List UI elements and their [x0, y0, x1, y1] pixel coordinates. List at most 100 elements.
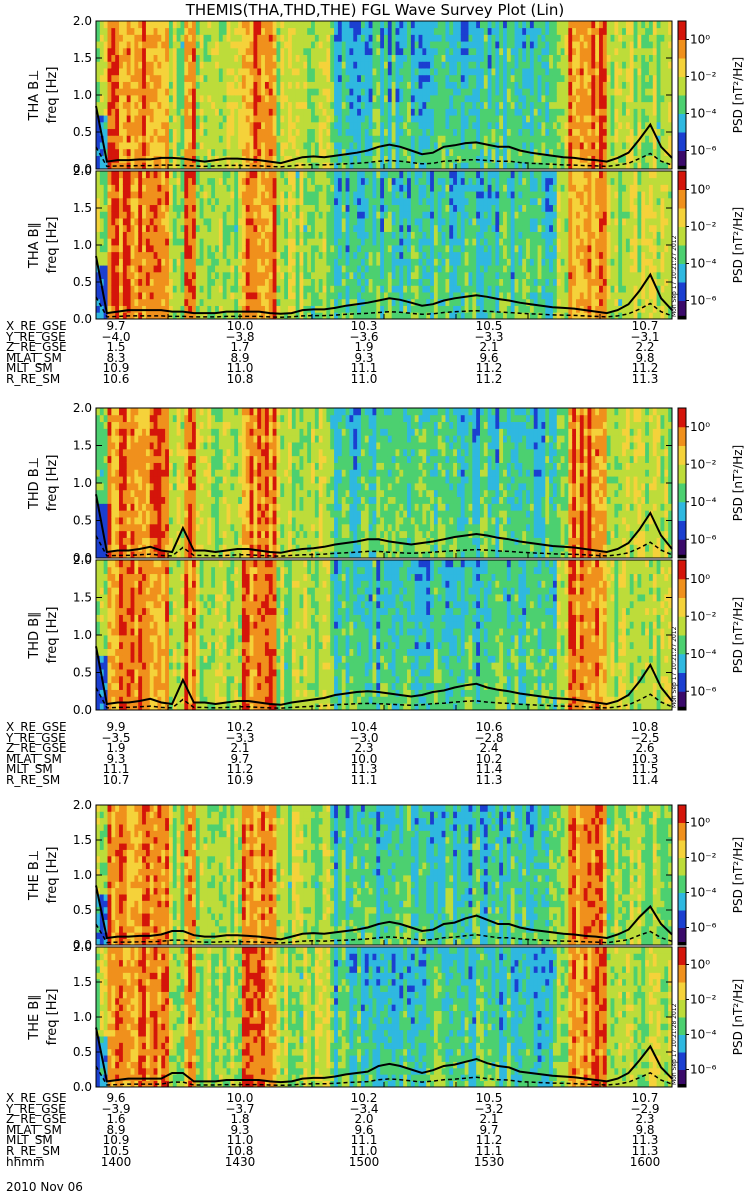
ephemeris-value: 2.2 [615, 341, 675, 353]
heatmap-cells [96, 947, 673, 1088]
ephemeris-name: Y_RE_GSE [6, 1103, 66, 1115]
ephemeris-value: 11.2 [210, 764, 270, 776]
ephemeris-value: −3.4 [334, 1103, 394, 1115]
ephemeris-name: R_RE_SM [6, 373, 60, 385]
ephemeris-value: 11.1 [86, 764, 146, 776]
colorbar-frame [677, 407, 687, 559]
ephemeris-row: Y_RE_GSE −4.0 −3.8 −3.6 −3.3 −3.1 [0, 331, 750, 343]
ephemeris-value: −3.8 [210, 331, 270, 343]
ephemeris-row: R_RE_SM 10.7 10.9 11.1 11.3 11.4 [0, 774, 750, 786]
ephemeris-value: 2.3 [615, 1113, 675, 1125]
ephemeris-value: 8.9 [86, 1124, 146, 1136]
colorbar-label: PSD [nT²/Hz] [731, 445, 745, 521]
ephemeris-name: R_RE_SM [6, 774, 60, 786]
spectrogram-thd-bperp: 0.0 0.5 1.0 1.5 2.0 THD B⊥ freq [Hz] 10⁰ 10⁻² 10⁻… [27, 401, 745, 565]
y-axis-label: THD B⊥ [27, 457, 42, 510]
ephemeris-value: 10.7 [86, 774, 146, 786]
ephemeris-value: 11.3 [615, 1145, 675, 1157]
colorbar [678, 805, 686, 946]
colorbar-tick-label: 10⁰ [690, 420, 710, 434]
colorbar-tick-label: 10⁻⁴ [690, 257, 717, 271]
ephemeris-name: hhmm [6, 1156, 45, 1168]
colorbar [678, 171, 686, 320]
plot-timestamp: Mon Sep 17 10:21:28 2012 [671, 1003, 678, 1085]
y-axis-label: THE B∥ [27, 994, 42, 1040]
colorbar-tick-label: 10⁻² [690, 457, 717, 471]
colorbar-label: PSD [nT²/Hz] [731, 207, 745, 283]
y-axis-label: freq [Hz] [45, 217, 60, 274]
ephemeris-value: 10.0 [334, 753, 394, 765]
colorbar-tick-label: 10⁻⁴ [690, 495, 717, 509]
colorbar-tick-label: 10⁻² [690, 220, 717, 234]
ephemeris-name: Y_RE_GSE [6, 331, 66, 343]
ephemeris-value: 10.9 [86, 363, 146, 375]
ephemeris-value: 2.1 [210, 742, 270, 754]
ephemeris-value: 9.7 [86, 320, 146, 332]
ephemeris-value: 11.0 [210, 363, 270, 375]
ephemeris-value: 11.2 [615, 363, 675, 375]
ephemeris-row: X_RE_GSE 9.6 10.0 10.2 10.5 10.7 [0, 1092, 750, 1104]
ephemeris-name: Z_RE_GSE [6, 742, 67, 754]
y-tick-label: 1.0 [73, 868, 92, 882]
ephemeris-name: MLT_SM [6, 363, 53, 375]
ephemeris-the: X_RE_GSE 9.6 10.0 10.2 10.5 10.7 Y_RE_GSE −3.9 −… [0, 1092, 750, 1168]
ephemeris-value: −3.9 [86, 1103, 146, 1115]
y-axis-label: freq [Hz] [45, 67, 60, 124]
ephemeris-value: 10.2 [459, 753, 519, 765]
ephemeris-row: R_RE_SM 10.6 10.8 11.0 11.2 11.3 [0, 373, 750, 385]
heatmap-cells [96, 805, 673, 946]
y-axis-label: THA B⊥ [27, 70, 42, 122]
ephemeris-value: 11.1 [334, 774, 394, 786]
heatmap-cells [96, 21, 673, 170]
ephemeris-value: 11.1 [334, 1135, 394, 1147]
ephemeris-row: X_RE_GSE 9.9 10.2 10.4 10.6 10.8 [0, 721, 750, 733]
y-tick-label: 2.0 [73, 401, 92, 415]
ephemeris-value: 9.7 [210, 753, 270, 765]
ephemeris-value: −3.0 [334, 732, 394, 744]
ephemeris-value: 11.0 [334, 373, 394, 385]
spectrogram-the-bperp: 0.0 0.5 1.0 1.5 2.0 THE B⊥ freq [Hz] 10⁰ 10⁻² 10⁻… [27, 798, 745, 952]
mean-power-line [95, 923, 673, 944]
y-tick-label: 0.5 [73, 275, 92, 289]
ephemeris-row: MLT_SM 10.9 11.0 11.1 11.2 11.3 [0, 1135, 750, 1147]
y-axis-label: THE B⊥ [27, 850, 42, 901]
colorbar-tick-label: 10⁻⁶ [690, 1063, 717, 1077]
y-axis-label: freq [Hz] [45, 455, 60, 512]
ephemeris-value: 9.7 [459, 1124, 519, 1136]
ephemeris-value: −3.3 [210, 732, 270, 744]
y-tick-label: 1.5 [73, 975, 92, 989]
y-axis-label: THA B∥ [27, 222, 42, 269]
ephemeris-value: 1530 [459, 1156, 519, 1168]
ephemeris-value: 9.3 [86, 753, 146, 765]
y-tick-label: 0.0 [73, 703, 92, 717]
ephemeris-value: 9.8 [615, 352, 675, 364]
colorbar-label: PSD [nT²/Hz] [731, 837, 745, 913]
y-axis-label: freq [Hz] [45, 847, 60, 904]
colorbar-tick-label: 10⁻⁶ [690, 532, 717, 546]
ephemeris-value: 2.1 [459, 1113, 519, 1125]
colorbar-tick-label: 10⁻² [690, 851, 717, 865]
ephemeris-row: Z_RE_GSE 1.9 2.1 2.3 2.4 2.6 [0, 742, 750, 754]
spectrogram-tha-bperp: 0.0 0.5 1.0 1.5 2.0 THA B⊥ freq [Hz] 10⁰ 10⁻² 10⁻… [27, 14, 745, 176]
max-power-line [95, 105, 673, 165]
ephemeris-value: 10.5 [459, 1092, 519, 1104]
y-tick-label: 0.0 [73, 1080, 92, 1094]
ephemeris-name: Z_RE_GSE [6, 341, 67, 353]
colorbar-label: PSD [nT²/Hz] [731, 57, 745, 133]
ephemeris-value: 10.6 [459, 721, 519, 733]
ephemeris-value: 2.3 [334, 742, 394, 754]
y-tick-label: 0.5 [73, 666, 92, 680]
ephemeris-value: 11.0 [210, 1135, 270, 1147]
ephemeris-value: 8.9 [210, 352, 270, 364]
ephemeris-value: 2.4 [459, 742, 519, 754]
colorbar-frame [677, 559, 687, 711]
colorbar-tick-label: 10⁻⁴ [690, 886, 717, 900]
colorbar-tick-label: 10⁻⁶ [690, 294, 717, 308]
y-tick-label: 1.0 [73, 476, 92, 490]
ephemeris-value: 9.3 [210, 1124, 270, 1136]
ephemeris-value: 11.4 [615, 774, 675, 786]
ephemeris-tha: X_RE_GSE 9.7 10.0 10.3 10.5 10.7 Y_RE_GSE −4.0 −… [0, 320, 750, 385]
ephemeris-row: Y_RE_GSE −3.9 −3.7 −3.4 −3.2 −2.9 [0, 1103, 750, 1115]
ephemeris-value: 10.0 [210, 320, 270, 332]
ephemeris-value: 2.1 [459, 341, 519, 353]
